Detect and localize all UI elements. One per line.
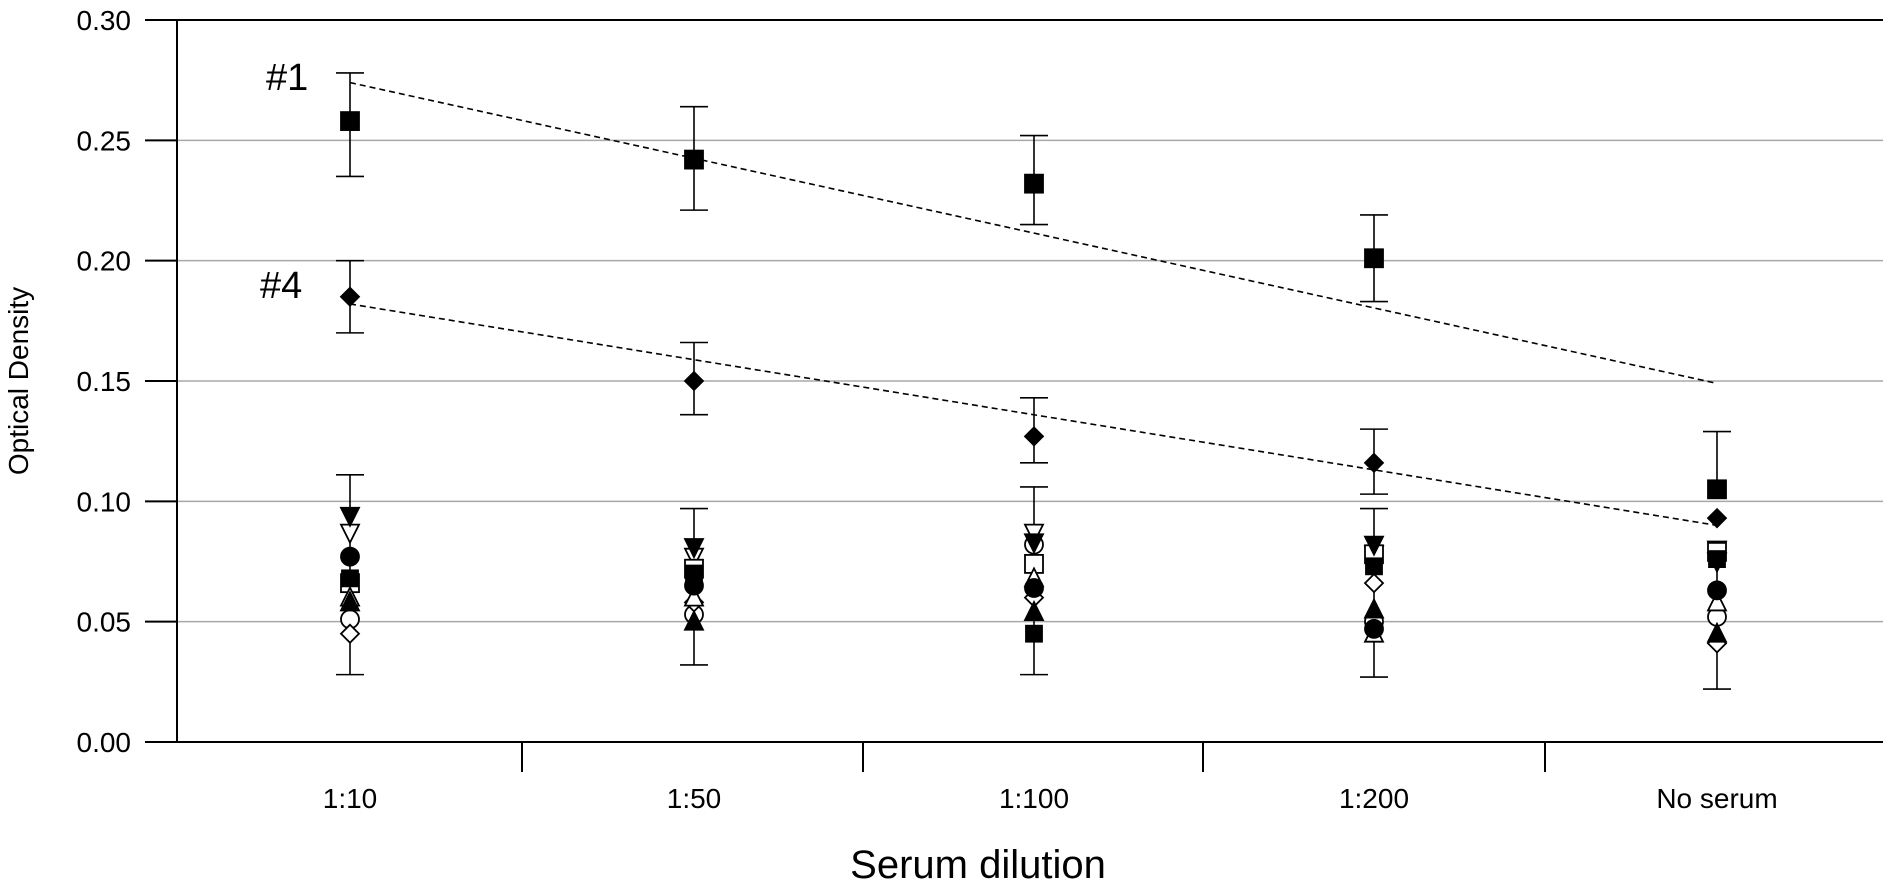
data-point	[1023, 426, 1045, 447]
y-tick-label: 0.25	[77, 125, 132, 156]
annotation-label: #4	[260, 265, 302, 307]
data-point	[1023, 600, 1045, 621]
data-point	[1023, 533, 1045, 555]
data-point	[1024, 578, 1044, 598]
trendline	[349, 81, 1718, 385]
data-point	[683, 585, 705, 607]
x-tick-label: No serum	[1656, 783, 1777, 814]
data-point	[1706, 621, 1728, 643]
data-point	[683, 538, 705, 560]
data-point	[1024, 173, 1044, 194]
data-point	[1363, 597, 1385, 619]
y-tick-label: 0.15	[77, 366, 132, 397]
y-tick-label: 0.30	[77, 5, 132, 36]
data-point	[1363, 452, 1385, 474]
data-point	[1707, 580, 1727, 601]
y-axis-title: Optical Density	[3, 287, 34, 475]
annotation-label: #1	[266, 57, 308, 99]
data-point	[683, 609, 705, 631]
data-point	[340, 111, 360, 131]
data-point	[339, 506, 361, 528]
data-point	[1363, 572, 1385, 594]
data-point	[1706, 590, 1728, 612]
data-point	[1025, 624, 1043, 643]
data-point	[339, 623, 361, 644]
data-point	[1706, 507, 1728, 529]
data-point	[339, 286, 361, 308]
y-tick-label: 0.10	[77, 486, 132, 517]
x-tick-label: 1:10	[323, 783, 378, 814]
x-axis-title: Serum dilution	[850, 843, 1106, 887]
data-point	[685, 564, 703, 583]
x-tick-label: 1:200	[1339, 783, 1409, 814]
data-point	[1363, 535, 1385, 557]
y-tick-label: 0.05	[77, 607, 132, 638]
data-point	[684, 149, 704, 170]
y-tick-label: 0.00	[77, 727, 132, 758]
x-tick-label: 1:100	[999, 783, 1069, 814]
data-point	[1364, 618, 1384, 639]
data-point	[683, 370, 705, 392]
data-point	[1365, 557, 1383, 576]
data-point	[340, 546, 360, 567]
x-tick-label: 1:50	[667, 783, 722, 814]
data-point	[1708, 550, 1726, 568]
data-point	[1364, 248, 1384, 269]
data-point	[341, 569, 359, 588]
data-point	[1707, 479, 1727, 500]
data-point	[339, 590, 361, 612]
y-tick-label: 0.20	[77, 246, 132, 277]
